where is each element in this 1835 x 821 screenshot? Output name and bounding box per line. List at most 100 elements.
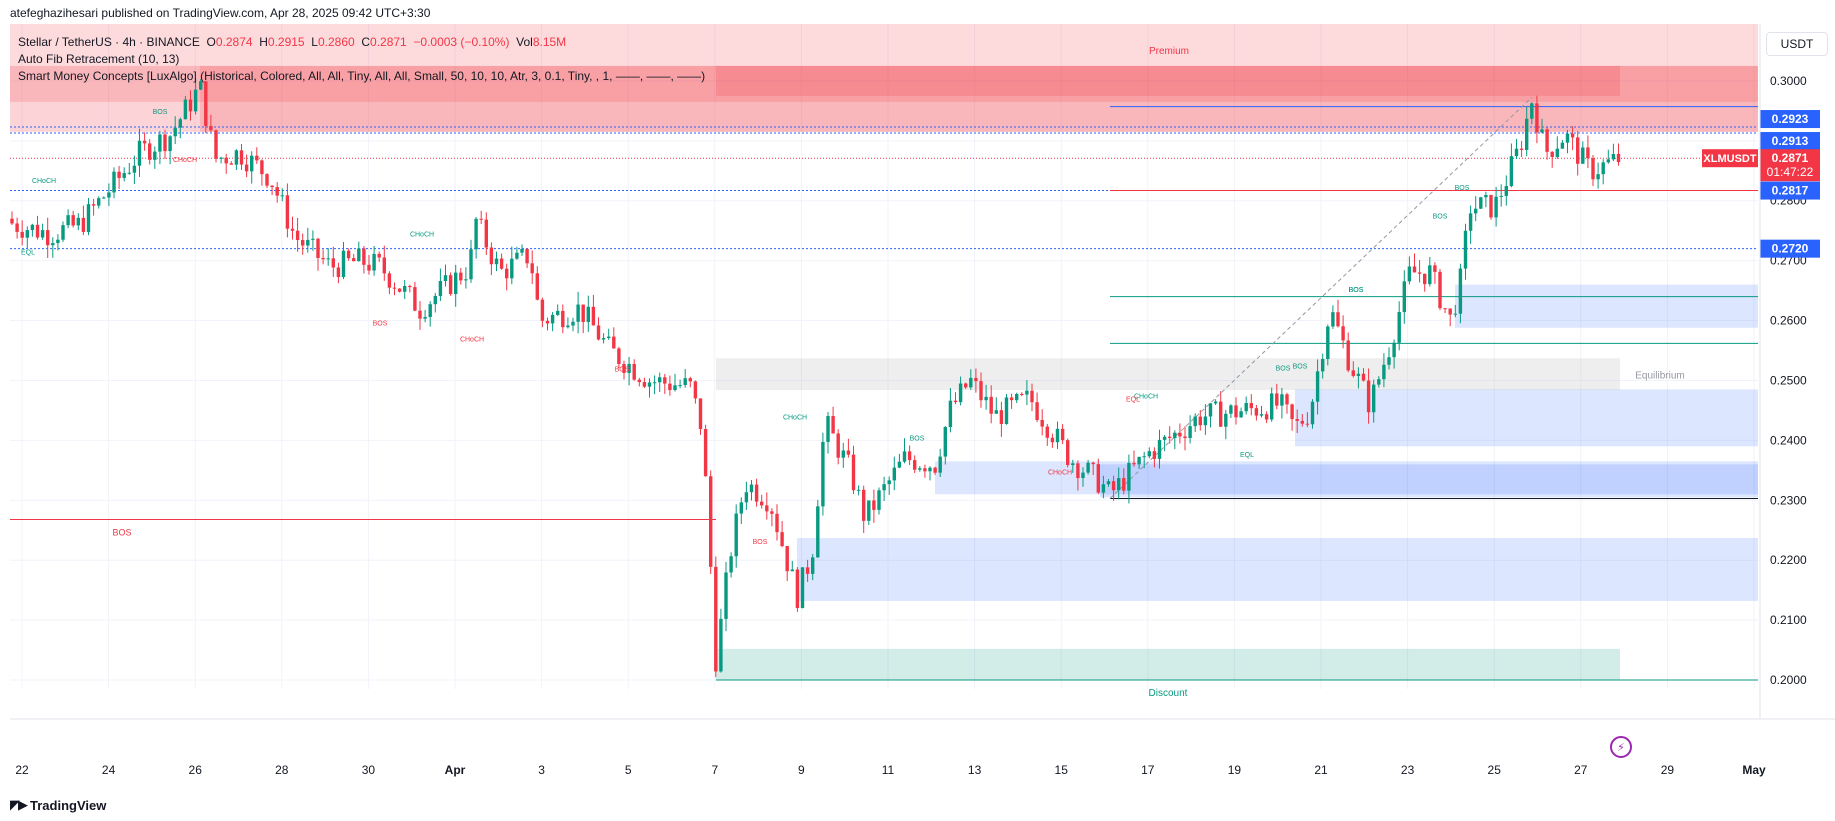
candle-body: [586, 306, 590, 323]
candle-body: [719, 618, 723, 672]
candle-body: [1494, 196, 1498, 218]
close-label: C: [361, 35, 371, 49]
candle-body: [1162, 436, 1167, 440]
fib-trend-line: [1109, 96, 1533, 499]
candle-body: [994, 410, 998, 414]
candle-body: [132, 165, 137, 173]
candle-body: [647, 382, 652, 387]
candle-body: [800, 567, 805, 609]
lightning-icon[interactable]: ⚡: [1610, 736, 1632, 758]
currency-selector[interactable]: USDT: [1766, 32, 1828, 56]
candle-body: [1295, 419, 1299, 421]
candle-body: [1142, 456, 1146, 458]
y-tick-label: 0.2200: [1770, 553, 1807, 567]
candle-body: [1290, 404, 1294, 420]
candle-body: [897, 461, 902, 468]
candle-body: [1433, 265, 1437, 272]
candle-body: [805, 567, 810, 574]
candle-body: [158, 134, 162, 152]
candle-body: [306, 239, 310, 246]
chart-legend: Stellar / TetherUS · 4h · BINANCE O0.287…: [18, 34, 705, 85]
price-tag-label: 0.2913: [1772, 134, 1809, 148]
candle-body: [489, 247, 494, 265]
volume-label: Vol: [516, 35, 533, 49]
candle-body: [535, 273, 539, 300]
candle-body: [826, 416, 830, 442]
structure-label: BOS: [153, 109, 168, 116]
candle-body: [1519, 148, 1524, 150]
candle-body: [652, 382, 657, 384]
candle-body: [168, 136, 172, 152]
candle-body: [341, 250, 346, 278]
candle-body: [239, 150, 244, 165]
candle-body: [1035, 402, 1039, 420]
candle-body: [112, 171, 116, 193]
candle-body: [1183, 436, 1187, 439]
candle-body: [877, 490, 881, 510]
candle-body: [413, 287, 417, 311]
candle-body: [163, 134, 167, 152]
candle-body: [66, 215, 70, 226]
candle-body: [1326, 326, 1330, 360]
candle-body: [178, 119, 182, 128]
price-tag: [1760, 149, 1820, 168]
candle-body: [545, 320, 550, 324]
structure-label: BOS: [1433, 214, 1448, 221]
candle-body: [1346, 340, 1350, 371]
candle-body: [1448, 308, 1452, 315]
candle-body: [1463, 230, 1468, 269]
countdown-label: 01:47:22: [1767, 165, 1814, 179]
candle-body: [714, 566, 718, 672]
indicator-smc[interactable]: Smart Money Concepts [LuxAlgo] (Historic…: [18, 69, 706, 83]
candle-body: [331, 258, 335, 268]
candle-body: [1514, 148, 1519, 157]
structure-label: BOS: [1293, 363, 1308, 370]
candle-body: [683, 378, 687, 386]
low-value: 0.2860: [317, 35, 355, 49]
candle-body: [632, 363, 636, 380]
zone-equilibrium: [716, 358, 1620, 391]
price-tag-label: 0.2817: [1772, 184, 1809, 198]
candle-body: [1275, 393, 1279, 406]
x-tick-label: 17: [1141, 763, 1155, 777]
candle-body: [403, 286, 407, 292]
candle-body: [346, 250, 351, 259]
publish-info: atefeghazihesari published on TradingVie…: [10, 6, 431, 20]
candle-body: [153, 151, 157, 160]
zone-discount: [716, 648, 1620, 681]
price-chart[interactable]: PremiumEquilibriumDiscountBOSBOSCHoCHCHo…: [0, 24, 1835, 794]
candle-body: [1213, 401, 1218, 404]
price-tag: [1760, 132, 1820, 151]
candle-body: [596, 325, 601, 340]
candle-body: [443, 275, 448, 282]
tradingview-logo[interactable]: ◤▶ TradingView: [10, 797, 106, 813]
candle-body: [591, 306, 596, 326]
candle-body: [530, 263, 534, 274]
y-tick-label: 0.2400: [1770, 433, 1807, 447]
candle-body: [1555, 148, 1559, 157]
candle-body: [958, 383, 963, 403]
price-tag: [1760, 181, 1820, 200]
price-tag: [1760, 110, 1820, 129]
candle-body: [1270, 393, 1274, 420]
candle-body: [627, 363, 631, 373]
symbol-name[interactable]: Stellar / TetherUS · 4h · BINANCE: [18, 35, 200, 49]
candle-body: [1193, 416, 1197, 427]
candle-body: [550, 314, 555, 324]
x-tick-label: 22: [15, 763, 29, 777]
candle-body: [1132, 462, 1136, 465]
candle-body: [193, 89, 198, 112]
x-tick-label: 27: [1574, 763, 1588, 777]
candle-body: [964, 383, 968, 388]
candle-body: [867, 500, 871, 521]
candle-body: [1402, 281, 1406, 313]
candle-body: [1321, 359, 1325, 372]
candle-body: [907, 451, 912, 461]
bull-order-block: [1295, 389, 1758, 447]
bear-order-block: [716, 65, 1620, 96]
indicator-fib[interactable]: Auto Fib Retracement (10, 13): [18, 52, 180, 66]
candle-body: [1479, 197, 1483, 209]
candle-body: [229, 163, 233, 165]
candle-body: [423, 316, 427, 319]
candle-body: [1372, 384, 1376, 413]
